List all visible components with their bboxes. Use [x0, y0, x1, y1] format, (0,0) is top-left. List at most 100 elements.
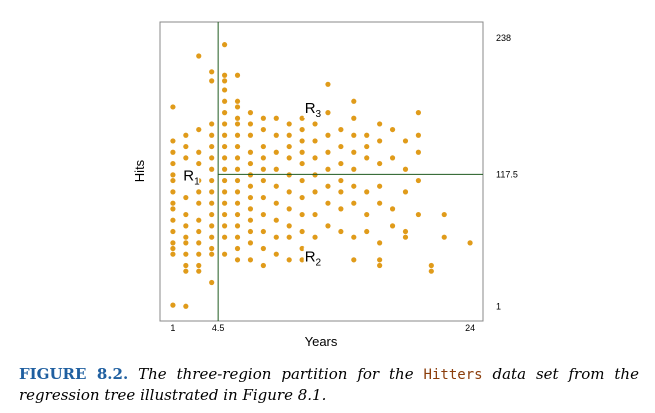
data-point	[389, 155, 396, 161]
data-point	[222, 42, 228, 48]
data-point	[260, 177, 266, 184]
data-point	[247, 217, 254, 223]
caption-text-before: The three-region partition for the	[138, 365, 414, 383]
data-point	[260, 155, 266, 161]
data-point	[183, 303, 189, 309]
data-point	[325, 183, 331, 189]
data-point	[209, 177, 215, 184]
data-point	[247, 132, 254, 138]
data-point	[234, 200, 241, 206]
data-point	[338, 126, 344, 133]
data-point	[364, 143, 370, 150]
data-point	[234, 245, 241, 252]
data-point	[377, 121, 383, 127]
data-point	[286, 206, 292, 212]
data-point	[222, 110, 228, 116]
data-point	[196, 126, 202, 133]
data-point	[402, 234, 409, 240]
data-point	[170, 177, 176, 184]
data-point	[222, 98, 228, 104]
data-point	[415, 132, 421, 138]
data-point	[286, 223, 292, 229]
x-axis-label: Years	[305, 334, 338, 349]
data-point	[222, 72, 228, 78]
data-point	[299, 115, 305, 121]
data-point	[428, 262, 434, 269]
data-point	[312, 234, 318, 240]
data-point	[325, 81, 331, 87]
data-point	[286, 189, 292, 195]
data-point	[402, 138, 409, 144]
data-point	[325, 223, 331, 229]
data-point	[260, 211, 266, 218]
data-point	[234, 177, 241, 184]
y-tick-label: 1	[496, 301, 501, 311]
data-point	[234, 104, 241, 110]
data-point	[222, 155, 228, 161]
data-point	[351, 115, 357, 121]
data-point	[402, 228, 409, 235]
data-point	[299, 177, 305, 184]
x-tick-label: 1	[170, 323, 175, 333]
data-point	[170, 251, 176, 257]
data-point	[402, 189, 409, 195]
data-point	[209, 143, 215, 150]
data-point	[209, 251, 215, 257]
data-point	[247, 183, 254, 189]
data-point	[364, 155, 370, 161]
data-point	[377, 262, 383, 269]
figure-label: FIGURE 8.2.	[19, 365, 129, 383]
data-point	[364, 228, 370, 235]
data-point	[338, 189, 344, 195]
data-point	[338, 206, 344, 212]
x-tick-label: 4.5	[212, 323, 225, 333]
data-point	[338, 177, 344, 184]
data-point	[222, 211, 228, 218]
data-point	[209, 78, 215, 84]
data-point	[325, 200, 331, 206]
data-point	[299, 138, 305, 144]
data-point	[209, 189, 215, 195]
data-point	[351, 98, 357, 104]
data-point	[234, 211, 241, 218]
data-point	[338, 160, 344, 167]
data-point	[273, 217, 279, 223]
data-point	[299, 245, 305, 252]
data-point	[247, 240, 254, 246]
data-point	[351, 132, 357, 138]
data-point	[183, 262, 189, 269]
data-point	[183, 155, 189, 161]
y-tick-label: 238	[496, 33, 511, 43]
data-point	[183, 132, 189, 138]
data-point	[196, 217, 202, 223]
y-axis-label: Hits	[132, 159, 147, 182]
data-point	[377, 183, 383, 189]
data-point	[377, 257, 383, 263]
data-point	[170, 200, 176, 206]
data-point	[209, 279, 215, 286]
data-point	[170, 160, 176, 167]
data-point	[222, 223, 228, 229]
data-point	[234, 72, 241, 78]
data-point	[222, 251, 228, 257]
data-point	[273, 234, 279, 240]
data-point	[415, 110, 421, 116]
data-point	[351, 234, 357, 240]
data-point	[402, 166, 409, 172]
data-point	[299, 160, 305, 167]
data-point	[312, 172, 318, 178]
data-point	[273, 132, 279, 138]
data-point	[364, 211, 370, 218]
y-tick-label: 117.5	[496, 169, 518, 179]
data-point	[260, 245, 266, 252]
data-point	[273, 200, 279, 206]
data-point	[247, 206, 254, 212]
data-point	[260, 126, 266, 133]
data-point	[234, 166, 241, 172]
data-point	[428, 268, 434, 274]
data-point	[273, 115, 279, 121]
data-point	[299, 194, 305, 201]
data-point	[273, 183, 279, 189]
